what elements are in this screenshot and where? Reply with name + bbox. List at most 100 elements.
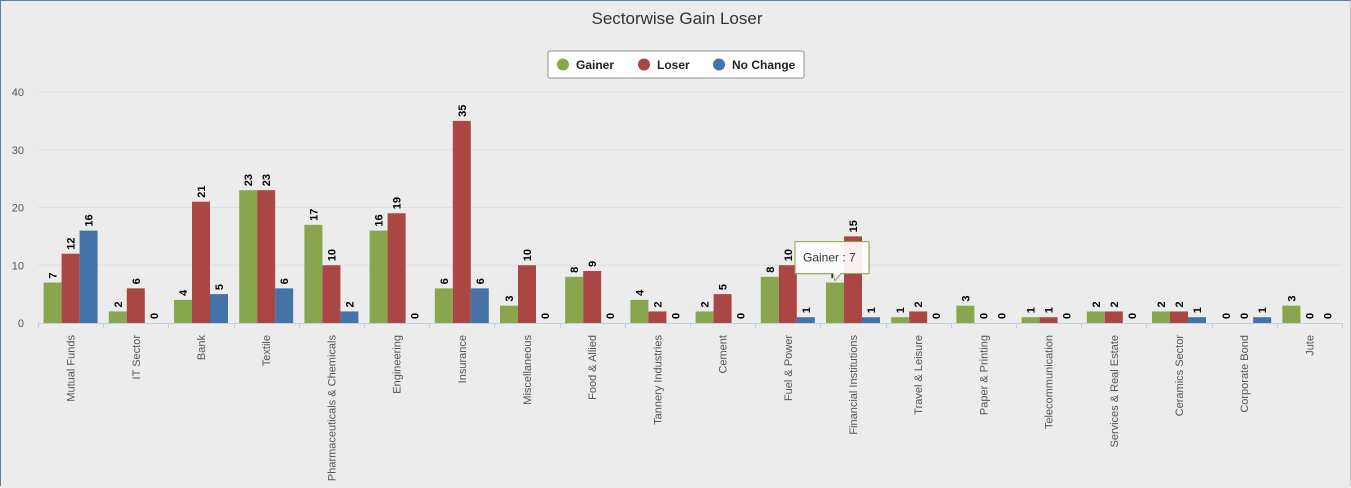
bar-gainer-services-and-real-estate [1086,311,1105,323]
bar-gainer-bank [174,299,192,323]
bar-loser-pharmaceuticals-and-chemicals [322,265,341,323]
legend-marker-no-change [713,58,725,71]
bar-loser-engineering [387,213,406,323]
bar-gainer-financial-institutions [826,282,844,323]
data-label-gainer-it-sector: 2 [113,301,125,307]
data-label-loser-telecommunication: 1 [1044,307,1056,313]
x-tick-label-ceramics-sector: Ceramics Sector [1174,335,1186,417]
data-label-no-change-services-and-real-estate: 0 [1127,313,1139,319]
data-label-gainer-fuel-and-power: 8 [765,267,777,273]
data-label-loser-ceramics-sector: 2 [1174,301,1186,307]
data-label-no-change-financial-institutions: 1 [866,307,878,313]
data-label-gainer-corporate-bond: 0 [1221,313,1233,319]
data-label-loser-corporate-bond: 0 [1239,313,1251,319]
data-label-no-change-bank: 5 [214,284,226,290]
data-label-loser-pharmaceuticals-and-chemicals: 10 [326,249,338,261]
data-label-loser-services-and-real-estate: 2 [1109,301,1121,307]
x-tick-label-insurance: Insurance [457,335,469,383]
data-label-loser-paper-and-printing: 0 [978,313,990,319]
data-label-gainer-services-and-real-estate: 2 [1091,301,1103,307]
data-label-loser-financial-institutions: 15 [848,220,860,232]
data-label-loser-jute: 0 [1304,313,1316,319]
bar-no-change-ceramics-sector [1188,317,1206,323]
data-label-loser-miscellaneous: 10 [522,249,534,261]
data-label-loser-mutual-funds: 12 [66,237,78,249]
x-tick-label-miscellaneous: Miscellaneous [522,335,534,405]
legend-item-no-change[interactable]: No Change [713,58,796,72]
data-label-no-change-miscellaneous: 0 [540,313,552,319]
bar-no-change-mutual-funds [79,230,98,323]
data-label-gainer-paper-and-printing: 3 [960,296,972,302]
bar-gainer-miscellaneous [500,305,518,323]
bar-loser-it-sector [126,288,145,323]
bar-loser-insurance [452,120,471,323]
tooltip-box [794,241,870,282]
data-label-gainer-cement: 2 [700,301,712,307]
data-label-gainer-travel-and-leisure: 1 [895,307,907,313]
data-label-loser-tannery-industries: 2 [652,301,664,307]
bar-gainer-paper-and-printing [956,305,975,323]
data-label-no-change-ceramics-sector: 1 [1192,307,1204,313]
x-tick-label-pharmaceuticals-and-chemicals: Pharmaceuticals & Chemicals [326,335,338,482]
data-label-loser-engineering: 19 [392,197,404,209]
data-label-loser-travel-and-leisure: 2 [913,301,925,307]
data-label-no-change-food-and-allied: 0 [605,313,617,319]
bar-loser-bank [192,201,210,323]
bar-loser-food-and-allied [583,271,602,323]
legend-label-no-change: No Change [732,58,796,72]
x-tick-label-corporate-bond: Corporate Bond [1239,335,1251,413]
x-tick-label-paper-and-printing: Paper & Printing [978,335,990,415]
data-label-loser-fuel-and-power: 10 [783,249,795,261]
data-label-no-change-travel-and-leisure: 0 [931,313,943,319]
x-tick-label-bank: Bank [196,335,208,361]
bars [43,120,1301,323]
data-label-gainer-bank: 4 [178,289,190,296]
data-label-gainer-insurance: 6 [439,278,451,284]
legend-item-gainer[interactable]: Gainer [557,58,614,72]
chart-title: Sectorwise Gain Loser [591,9,762,28]
x-tick-label-it-sector: IT Sector [131,335,143,380]
bar-gainer-tannery-industries [630,299,649,323]
bar-no-change-financial-institutions [862,317,880,323]
y-tick-label-0: 0 [18,318,24,330]
bar-gainer-engineering [369,230,388,323]
legend-item-loser[interactable]: Loser [638,58,690,72]
bar-no-change-bank [210,294,228,323]
x-tick-label-telecommunication: Telecommunication [1044,335,1056,429]
bar-loser-telecommunication [1039,317,1058,323]
legend[interactable]: Gainer Loser No Change [547,50,805,79]
bar-loser-fuel-and-power [778,265,797,323]
x-tick-label-travel-and-leisure: Travel & Leisure [913,335,925,415]
data-label-gainer-tannery-industries: 4 [634,289,646,296]
bar-gainer-pharmaceuticals-and-chemicals [304,224,323,323]
bar-gainer-mutual-funds [43,282,62,323]
data-label-no-change-corporate-bond: 1 [1257,307,1269,313]
bar-loser-tannery-industries [648,311,667,323]
tooltip-text: Gainer : 7 [803,251,856,265]
gridlines [38,91,1342,266]
data-label-no-change-jute: 0 [1322,313,1334,319]
bar-loser-textile [257,190,276,323]
data-label-loser-insurance: 35 [457,105,469,117]
bar-loser-services-and-real-estate [1104,311,1123,323]
data-label-no-change-fuel-and-power: 1 [801,307,813,313]
bar-loser-mutual-funds [61,253,80,323]
data-label-gainer-telecommunication: 1 [1026,307,1038,313]
data-label-loser-cement: 5 [718,284,730,290]
bar-no-change-corporate-bond [1253,317,1272,323]
y-tick-label-30: 30 [12,145,24,157]
data-label-no-change-pharmaceuticals-and-chemicals: 2 [344,301,356,307]
x-tick-label-food-and-allied: Food & Allied [587,335,599,400]
x-tick-label-textile: Textile [261,335,273,366]
data-label-loser-food-and-allied: 9 [587,261,599,267]
bar-gainer-fuel-and-power [760,276,779,323]
bar-no-change-fuel-and-power [796,317,815,323]
data-label-loser-bank: 21 [196,185,208,197]
x-tick-label-engineering: Engineering [392,335,404,394]
bar-gainer-cement [695,311,714,323]
bar-loser-travel-and-leisure [909,311,928,323]
data-label-no-change-textile: 6 [279,278,291,284]
bar-gainer-it-sector [108,311,127,323]
bar-gainer-ceramics-sector [1152,311,1170,323]
